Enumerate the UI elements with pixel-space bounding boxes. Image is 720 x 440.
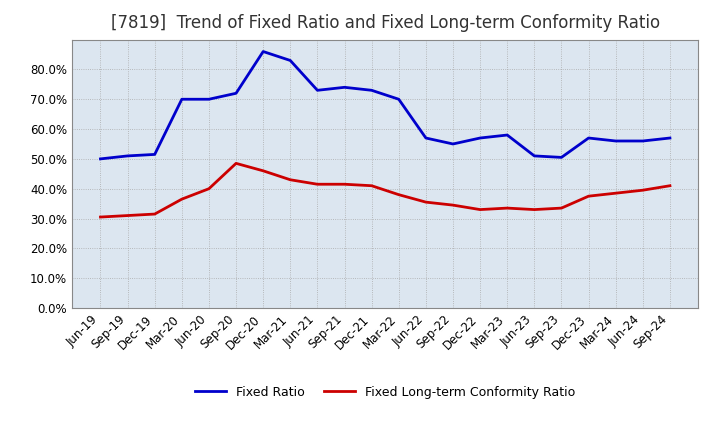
Fixed Long-term Conformity Ratio [530, 207, 539, 212]
Fixed Ratio [286, 58, 294, 63]
Fixed Long-term Conformity Ratio [150, 211, 159, 216]
Fixed Ratio [557, 155, 566, 160]
Fixed Ratio [204, 97, 213, 102]
Fixed Ratio [476, 136, 485, 141]
Fixed Long-term Conformity Ratio [313, 182, 322, 187]
Fixed Long-term Conformity Ratio [557, 205, 566, 211]
Fixed Ratio [611, 138, 620, 143]
Legend: Fixed Ratio, Fixed Long-term Conformity Ratio: Fixed Ratio, Fixed Long-term Conformity … [190, 381, 580, 404]
Fixed Ratio [123, 153, 132, 158]
Fixed Long-term Conformity Ratio [123, 213, 132, 218]
Fixed Ratio [421, 136, 430, 141]
Fixed Long-term Conformity Ratio [259, 168, 268, 173]
Fixed Long-term Conformity Ratio [503, 205, 511, 211]
Title: [7819]  Trend of Fixed Ratio and Fixed Long-term Conformity Ratio: [7819] Trend of Fixed Ratio and Fixed Lo… [111, 15, 660, 33]
Fixed Ratio [178, 97, 186, 102]
Fixed Long-term Conformity Ratio [639, 187, 647, 193]
Fixed Long-term Conformity Ratio [96, 214, 105, 220]
Fixed Long-term Conformity Ratio [421, 199, 430, 205]
Fixed Ratio [503, 132, 511, 138]
Fixed Ratio [313, 88, 322, 93]
Fixed Ratio [584, 136, 593, 141]
Line: Fixed Long-term Conformity Ratio: Fixed Long-term Conformity Ratio [101, 163, 670, 217]
Fixed Long-term Conformity Ratio [178, 197, 186, 202]
Fixed Ratio [259, 49, 268, 54]
Fixed Ratio [449, 141, 457, 147]
Fixed Long-term Conformity Ratio [232, 161, 240, 166]
Fixed Ratio [395, 97, 403, 102]
Fixed Long-term Conformity Ratio [395, 192, 403, 197]
Fixed Long-term Conformity Ratio [286, 177, 294, 183]
Fixed Long-term Conformity Ratio [476, 207, 485, 212]
Fixed Long-term Conformity Ratio [449, 202, 457, 208]
Fixed Long-term Conformity Ratio [665, 183, 674, 188]
Fixed Ratio [367, 88, 376, 93]
Fixed Ratio [530, 153, 539, 158]
Fixed Long-term Conformity Ratio [204, 186, 213, 191]
Fixed Ratio [341, 84, 349, 90]
Fixed Ratio [232, 91, 240, 96]
Fixed Long-term Conformity Ratio [611, 191, 620, 196]
Fixed Ratio [639, 138, 647, 143]
Fixed Ratio [150, 152, 159, 157]
Fixed Ratio [96, 156, 105, 161]
Fixed Ratio [665, 136, 674, 141]
Fixed Long-term Conformity Ratio [367, 183, 376, 188]
Fixed Long-term Conformity Ratio [341, 182, 349, 187]
Fixed Long-term Conformity Ratio [584, 194, 593, 199]
Line: Fixed Ratio: Fixed Ratio [101, 51, 670, 159]
